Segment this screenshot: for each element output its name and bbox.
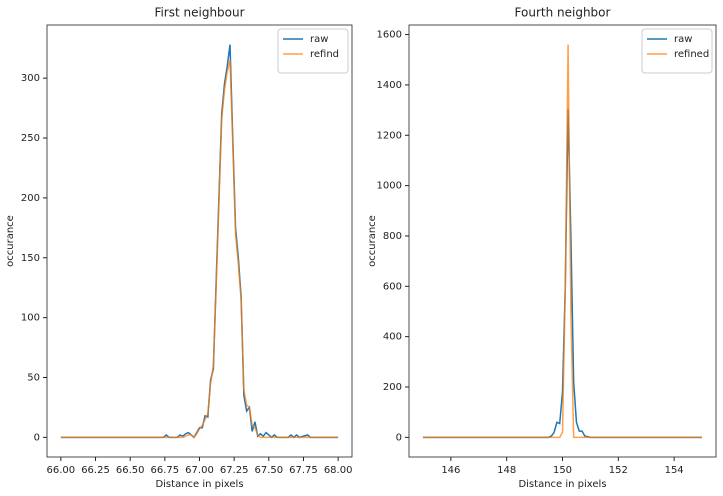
y-tick-label: 50 — [27, 372, 40, 383]
x-tick-label: 67.75 — [289, 465, 318, 476]
y-tick-label: 800 — [383, 231, 402, 242]
legend-box — [641, 28, 713, 74]
subplot-title: Fourth neighbor — [515, 6, 611, 20]
data-line — [60, 60, 339, 439]
x-tick-label: 154 — [665, 465, 684, 476]
x-tick-label: 150 — [553, 465, 572, 476]
y-tick-label: 400 — [383, 332, 402, 343]
axes-frame — [408, 24, 717, 458]
x-tick-label: 68.00 — [324, 465, 353, 476]
legend-label: raw — [310, 34, 328, 45]
x-tick-label: 66.00 — [47, 465, 76, 476]
y-tick-label: 300 — [21, 73, 40, 84]
x-tick-label: 66.75 — [151, 465, 180, 476]
x-tick-label: 66.25 — [81, 465, 110, 476]
x-tick-label: 146 — [441, 465, 460, 476]
x-axis-label: Distance in pixels — [155, 479, 243, 490]
legend-box — [277, 28, 349, 74]
y-tick-label: 100 — [21, 313, 40, 324]
y-tick-label: 200 — [383, 382, 402, 393]
y-tick-label: 0 — [34, 432, 40, 443]
y-axis-label: occurance — [367, 215, 378, 267]
y-tick-label: 0 — [396, 432, 402, 443]
y-tick-label: 1200 — [377, 130, 402, 141]
axes-frame — [46, 24, 353, 458]
y-tick-label: 1000 — [377, 181, 402, 192]
y-tick-label: 1600 — [377, 30, 402, 41]
y-tick-label: 250 — [21, 133, 40, 144]
x-tick-label: 66.50 — [116, 465, 145, 476]
y-tick-label: 600 — [383, 281, 402, 292]
legend-label: refined — [674, 49, 709, 60]
legend: raw refind — [277, 28, 349, 74]
y-tick-label: 200 — [21, 193, 40, 204]
subplot: Fourth neighbor Distance in pixels occuran… — [367, 6, 717, 490]
x-tick-label: 152 — [609, 465, 628, 476]
data-line — [60, 44, 339, 439]
y-tick-label: 1400 — [377, 80, 402, 91]
x-tick-label: 148 — [497, 465, 516, 476]
x-tick-label: 67.25 — [220, 465, 249, 476]
x-tick-label: 67.50 — [254, 465, 283, 476]
legend: raw refined — [641, 28, 713, 74]
data-line — [422, 108, 703, 439]
x-axis-label: Distance in pixels — [518, 479, 606, 490]
y-axis-label: occurance — [5, 215, 16, 267]
subplot: First neighbour Distance in pixels occuran… — [5, 6, 352, 491]
y-tick-label: 150 — [21, 253, 40, 264]
data-line — [422, 44, 703, 439]
x-tick-label: 67.00 — [185, 465, 214, 476]
legend-label: raw — [674, 34, 692, 45]
subplot-title: First neighbour — [154, 6, 244, 20]
legend-label: refind — [310, 49, 339, 60]
